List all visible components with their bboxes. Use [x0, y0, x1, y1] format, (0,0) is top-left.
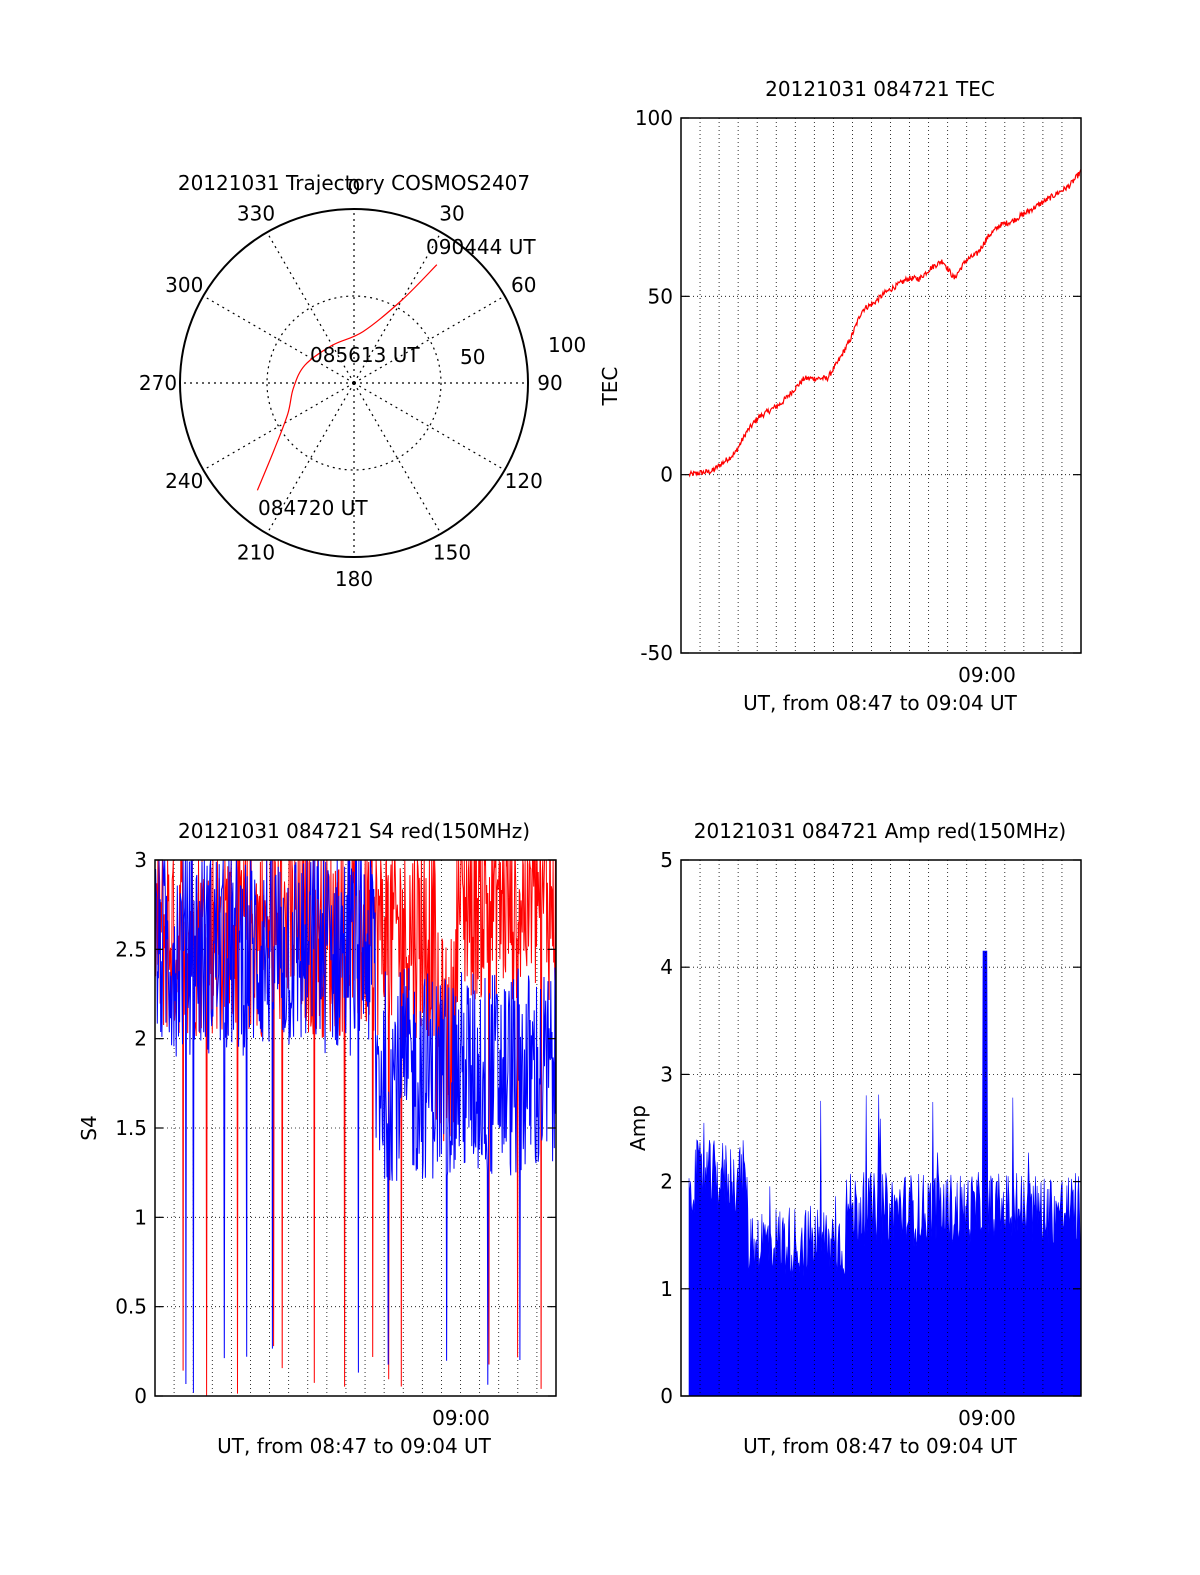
s4-ytick-label: 2 [134, 1027, 147, 1051]
trajectory-line [256, 264, 438, 491]
polar-spoke-300 [203, 295, 355, 384]
amp-ytick-label: 0 [660, 1384, 673, 1408]
polar-spoke-330 [266, 232, 355, 384]
s4-ytick-label: 1.5 [115, 1116, 147, 1140]
tec-xlabel: UT, from 08:47 to 09:04 UT [743, 691, 1018, 715]
polar-radius-label-50: 50 [460, 345, 485, 369]
polar-azimuth-label-150: 150 [433, 541, 471, 565]
polar-azimuth-label-270: 270 [139, 371, 177, 395]
s4-ytick-label: 3 [134, 848, 147, 872]
polar-title: 20121031 Trajectory COSMOS2407 [178, 171, 530, 195]
polar-azimuth-label-60: 60 [511, 273, 536, 297]
polar-azimuth-label-30: 30 [439, 201, 464, 225]
s4-ytick-label: 0 [134, 1384, 147, 1408]
amp-title: 20121031 084721 Amp red(150MHz) [694, 819, 1066, 843]
polar-spokes [180, 209, 528, 557]
s4-ylabel: S4 [77, 1115, 101, 1140]
polar-spoke-60 [353, 295, 505, 384]
amp-chart: 20121031 084721 Amp red(150MHz) 5 4 3 2 1 0 A… [626, 819, 1082, 1458]
polar-azimuth-label-210: 210 [237, 541, 275, 565]
amp-xtick-0900: 09:00 [958, 1406, 1016, 1430]
polar-radius-label-100: 100 [548, 333, 586, 357]
amp-ytick-label: 4 [660, 955, 673, 979]
tec-title: 20121031 084721 TEC [765, 77, 995, 101]
tec-ytick-label: 50 [648, 284, 673, 308]
polar-spoke-150 [353, 382, 442, 534]
amp-ylabel: Amp [626, 1105, 650, 1151]
polar-azimuth-label-120: 120 [505, 469, 543, 493]
polar-azimuth-label-180: 180 [335, 567, 373, 591]
trajectory-start-label: 084720 UT [258, 496, 368, 520]
s4-chart: 20121031 084721 S4 red(150MHz) 3 2.5 2 1.5 1… [77, 819, 557, 1458]
s4-y-ticks: 3 2.5 2 1.5 1 0.5 0 [115, 848, 556, 1408]
polar-azimuth-label-330: 330 [237, 201, 275, 225]
polar-azimuth-label-300: 300 [165, 273, 203, 297]
amp-fill-area [688, 950, 1082, 1397]
amp-ytick-label: 2 [660, 1170, 673, 1194]
amp-ytick-label: 3 [660, 1062, 673, 1086]
polar-outer-circle [179, 208, 529, 558]
amp-series-fill [688, 950, 1082, 1397]
polar-azimuth-labels: 0 30 60 90 120 150 180 210 240 270 300 330 [139, 175, 563, 591]
amp-grid [681, 860, 1081, 1396]
polar-spoke-30 [353, 232, 442, 384]
amp-xlabel: UT, from 08:47 to 09:04 UT [743, 1434, 1018, 1458]
s4-ytick-label: 2.5 [115, 937, 147, 961]
trajectory-mid-label: 085613 UT [310, 343, 420, 367]
amp-plot-frame [680, 859, 1082, 1397]
tec-ytick-label: 100 [635, 106, 673, 130]
polar-trajectory-chart: 20121031 Trajectory COSMOS2407 0 30 60 90 12… [139, 171, 586, 591]
tec-ytick-label: -50 [640, 641, 673, 665]
tec-xtick-0900: 09:00 [958, 663, 1016, 687]
tec-y-ticks: 100 50 0 -50 [635, 106, 1081, 665]
amp-y-ticks: 5 4 3 2 1 0 [660, 848, 1081, 1408]
tec-series-line [688, 169, 1082, 478]
s4-xtick-0900: 09:00 [432, 1406, 490, 1430]
tec-ytick-label: 0 [660, 463, 673, 487]
polar-spoke-210 [266, 382, 355, 534]
s4-xlabel: UT, from 08:47 to 09:04 UT [217, 1434, 492, 1458]
polar-azimuth-label-240: 240 [165, 469, 203, 493]
polar-spoke-120 [353, 382, 505, 471]
s4-ytick-label: 0.5 [115, 1295, 147, 1319]
s4-title: 20121031 084721 S4 red(150MHz) [178, 819, 530, 843]
polar-ring-50 [266, 295, 442, 471]
tec-grid [681, 118, 1081, 653]
polar-azimuth-label-0: 0 [348, 175, 361, 199]
trajectory-end-label: 090444 UT [426, 235, 536, 259]
tec-plot-frame [680, 117, 1082, 654]
polar-spoke-240 [203, 382, 355, 471]
amp-ytick-label: 5 [660, 848, 673, 872]
s4-ytick-label: 1 [134, 1205, 147, 1229]
amp-ytick-label: 1 [660, 1277, 673, 1301]
tec-ylabel: TEC [598, 367, 622, 407]
polar-azimuth-label-90: 90 [537, 371, 562, 395]
